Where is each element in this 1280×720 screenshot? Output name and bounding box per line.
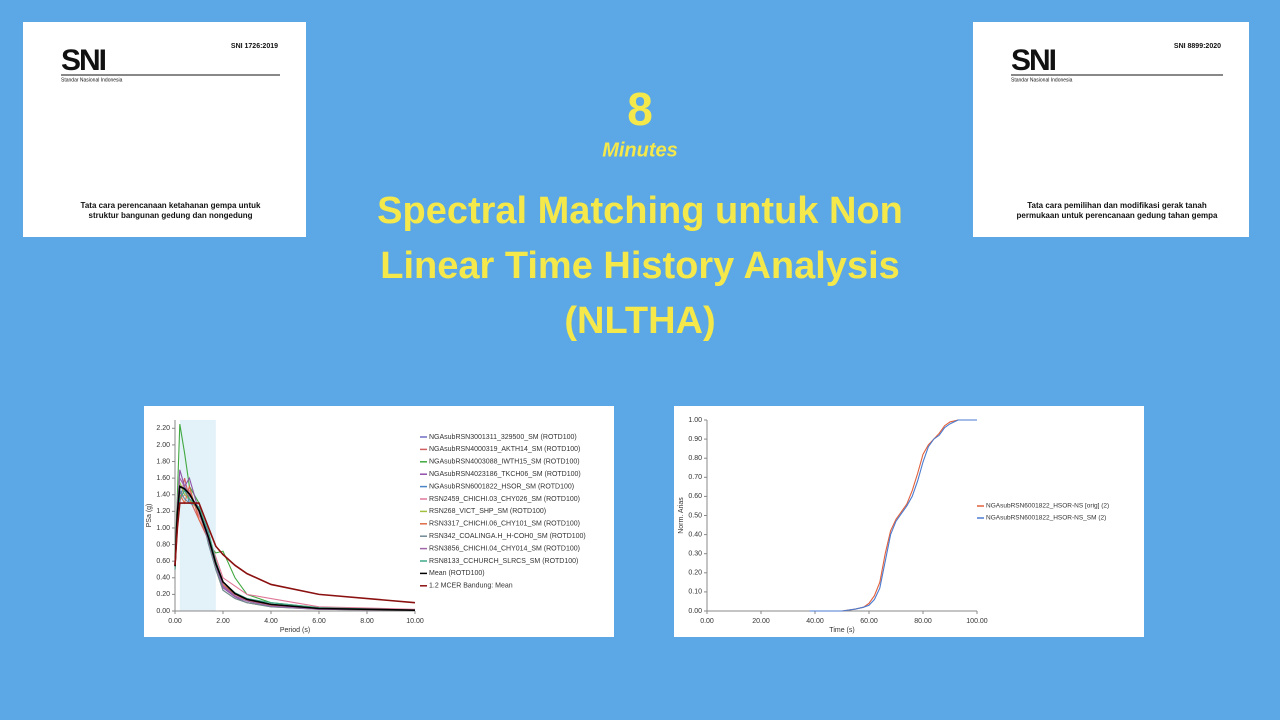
y-tick-label: 0.40 <box>688 531 702 538</box>
x-tick-label: 20.00 <box>752 618 770 625</box>
legend-label: RSN342_COALINGA.H_H-COH0_SM (ROTD100) <box>429 533 586 540</box>
badge-unit: Minutes <box>602 139 678 161</box>
series-line <box>809 419 977 612</box>
legend-label: RSN3317_CHICHI.06_CHY101_SM (ROTD100) <box>429 521 580 528</box>
document-title: struktur bangunan gedung dan nongedung <box>89 211 253 220</box>
x-tick-label: 2.00 <box>216 618 230 625</box>
x-tick-label: 6.00 <box>312 618 326 625</box>
x-tick-label: 8.00 <box>360 618 374 625</box>
legend-label: NGAsubRSN6001822_HSOR-NS [orig] (2) <box>986 503 1109 510</box>
document-title: Tata cara perencanaan ketahanan gempa un… <box>81 201 261 210</box>
legend-label: NGAsubRSN4000319_AKTH14_SM (ROTD100) <box>429 446 580 453</box>
legend-label: NGAsubRSN6001822_HSOR-NS_SM (2) <box>986 515 1106 522</box>
y-tick-label: 0.60 <box>688 493 702 500</box>
chart-panel <box>144 406 614 637</box>
title-line: Spectral Matching untuk Non <box>377 190 903 232</box>
y-tick-label: 0.10 <box>688 589 702 596</box>
series-line <box>174 489 416 611</box>
x-axis-label: Time (s) <box>829 627 854 634</box>
logo: SNI <box>1011 44 1056 77</box>
y-tick-label: 0.20 <box>688 570 702 577</box>
y-tick-label: 1.00 <box>156 525 170 532</box>
legend-label: NGAsubRSN4003088_IWTH15_SM (ROTD100) <box>429 459 580 466</box>
legend-label: RSN268_VICT_SHP_SM (ROTD100) <box>429 508 546 515</box>
y-tick-label: 0.20 <box>156 591 170 598</box>
y-tick-label: 0.60 <box>156 558 170 565</box>
series-line <box>174 485 416 611</box>
legend-label: RSN8133_CCHURCH_SLRCS_SM (ROTD100) <box>429 558 578 565</box>
legend-label: NGAsubRSN6001822_HSOR_SM (ROTD100) <box>429 483 574 490</box>
legend-label: Mean (ROTD100) <box>429 570 485 577</box>
legend-label: RSN3856_CHICHI.04_CHY014_SM (ROTD100) <box>429 545 580 552</box>
y-tick-label: 1.40 <box>156 492 170 499</box>
document-cover <box>973 22 1249 237</box>
y-tick-label: 2.20 <box>156 425 170 432</box>
x-tick-label: 80.00 <box>914 618 932 625</box>
legend-label: NGAsubRSN4023186_TKCH06_SM (ROTD100) <box>429 471 581 478</box>
document-code: SNI 8899:2020 <box>1174 43 1221 50</box>
y-tick-label: 0.40 <box>156 575 170 582</box>
chart-panel <box>674 406 1144 637</box>
title-line: (NLTHA) <box>564 300 715 342</box>
x-tick-label: 0.00 <box>168 618 182 625</box>
y-tick-label: 2.00 <box>156 442 170 449</box>
y-tick-label: 1.80 <box>156 458 170 465</box>
y-tick-label: 0.50 <box>688 512 702 519</box>
document-title: permukaan untuk perencanaan gedung tahan… <box>1017 211 1218 220</box>
legend-label: NGAsubRSN3001311_329500_SM (ROTD100) <box>429 434 577 441</box>
legend-label: RSN2459_CHICHI.03_CHY026_SM (ROTD100) <box>429 496 580 503</box>
x-tick-label: 0.00 <box>700 618 714 625</box>
logo-subtitle: Standar Nasional Indonesia <box>1011 77 1073 83</box>
title-line: Linear Time History Analysis <box>380 245 900 287</box>
document-code: SNI 1726:2019 <box>231 43 278 50</box>
y-tick-label: 1.20 <box>156 508 170 515</box>
x-tick-label: 10.00 <box>406 618 424 625</box>
series-line <box>809 419 977 612</box>
x-tick-label: 60.00 <box>860 618 878 625</box>
x-tick-label: 100.00 <box>966 618 988 625</box>
x-axis-label: Period (s) <box>280 627 310 634</box>
y-tick-label: 0.30 <box>688 551 702 558</box>
x-tick-label: 40.00 <box>806 618 824 625</box>
badge-number: 8 <box>627 83 653 135</box>
y-tick-label: 0.70 <box>688 474 702 481</box>
document-title: Tata cara pemilihan dan modifikasi gerak… <box>1027 201 1207 210</box>
legend-label: 1.2 MCER Bandung: Mean <box>429 583 513 590</box>
y-tick-label: 0.80 <box>156 541 170 548</box>
logo-subtitle: Standar Nasional Indonesia <box>61 77 123 83</box>
y-tick-label: 1.00 <box>688 417 702 424</box>
y-axis-label: Norm. Arias <box>678 497 685 534</box>
document-cover <box>23 22 306 237</box>
y-axis-label: PSa (g) <box>146 504 153 528</box>
series-line <box>174 488 416 611</box>
y-tick-label: 0.90 <box>688 436 702 443</box>
logo: SNI <box>61 44 106 77</box>
y-tick-label: 0.80 <box>688 455 702 462</box>
y-tick-label: 1.60 <box>156 475 170 482</box>
y-tick-label: 0.00 <box>156 608 170 615</box>
y-tick-label: 0.00 <box>688 608 702 615</box>
x-tick-label: 4.00 <box>264 618 278 625</box>
series-line <box>174 502 416 604</box>
